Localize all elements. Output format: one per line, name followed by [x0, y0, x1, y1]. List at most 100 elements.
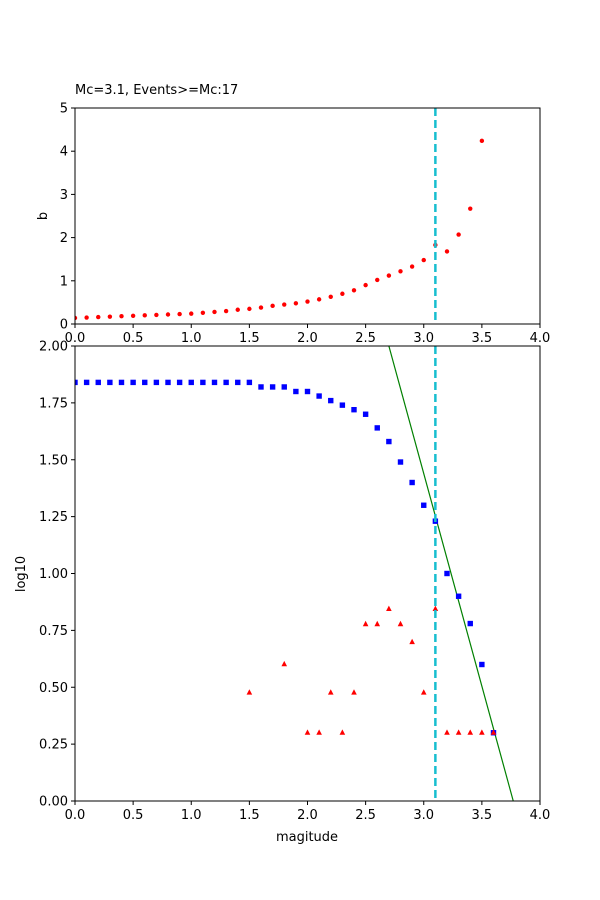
- bottom-plot-area: [75, 346, 514, 801]
- top-point: [351, 288, 357, 293]
- top-x-tick-label: 4.0: [530, 331, 551, 346]
- top-point: [96, 314, 101, 320]
- bottom-plot-axes: 0.0 0.5 1.0 1.5 2.0 2.5 3.0 3.5 4.0 0.00 0.25 0.50 0…: [39, 340, 550, 824]
- bottom-y-tick-label: 2.00: [39, 340, 68, 355]
- bottom-x-tick-label: 2.0: [297, 808, 318, 823]
- bottom-x-tick-label: 1.5: [239, 808, 260, 823]
- top-point: [223, 308, 229, 314]
- bottom-x-tick-label: 3.5: [472, 808, 493, 823]
- top-point: [189, 311, 194, 316]
- bottom-x-tick-label: 0.5: [123, 808, 144, 823]
- bottom-x-tick-label: 3.0: [413, 808, 434, 823]
- bottom-square-point: [258, 384, 264, 390]
- top-x-tick-label: 1.0: [181, 331, 202, 346]
- bottom-triangle-point: [362, 620, 369, 627]
- bottom-square-point: [142, 379, 148, 386]
- bottom-plot-xlabel: magitude: [276, 830, 338, 845]
- bottom-square-point: [200, 379, 206, 386]
- bottom-y-tick-label: 0.50: [39, 681, 68, 696]
- bottom-square-point: [235, 379, 241, 386]
- bottom-square-point: [107, 379, 113, 386]
- top-plot-axes: 0.0 0.5 1.0 1.5 2.0 2.5 3.0 3.5 4.0 0 1 2 3 4 5: [60, 102, 551, 347]
- bottom-x-tick-label: 4.0: [530, 808, 551, 823]
- bottom-square-point: [444, 570, 450, 577]
- top-point: [84, 315, 89, 320]
- bottom-square-point: [421, 502, 427, 508]
- top-point: [293, 301, 299, 306]
- top-plot-title: Mc=3.1, Events>=Mc:17: [75, 83, 238, 98]
- top-plot: Mc=3.1, Events>=Mc:17 b 0.0 0.5 1.0 1.5 2.0 2…: [36, 83, 550, 346]
- bottom-y-tick-label: 0.75: [39, 624, 68, 639]
- bottom-square-point: [397, 459, 404, 465]
- bottom-square-point: [455, 593, 462, 599]
- bottom-square-point: [467, 620, 473, 627]
- bottom-triangle-point: [409, 638, 415, 645]
- top-point: [456, 232, 461, 237]
- bottom-plot: magitude log10 0.0 0.5 1.0 1.5 2.0 2.5 3.0 3.5 4…: [14, 340, 550, 846]
- top-plot-ylabel: b: [36, 212, 51, 220]
- bottom-triangle-point: [351, 689, 357, 695]
- bottom-triangle-point: [304, 729, 311, 735]
- top-point: [154, 312, 159, 318]
- bottom-triangle-point: [420, 689, 427, 695]
- top-point: [409, 264, 415, 269]
- top-y-tick-label: 5: [60, 102, 68, 117]
- top-point: [363, 282, 368, 288]
- bottom-square-point: [281, 384, 287, 390]
- top-point: [247, 306, 252, 312]
- top-point: [130, 313, 136, 318]
- top-y-tick-label: 3: [60, 188, 68, 203]
- bottom-square-point: [293, 388, 299, 395]
- bottom-square-point: [386, 438, 392, 445]
- bottom-x-tick-label: 2.5: [355, 808, 376, 823]
- top-point: [75, 315, 78, 321]
- top-x-tick-label: 2.0: [297, 331, 318, 346]
- bottom-triangle-point: [444, 729, 450, 735]
- bottom-square-point: [269, 384, 276, 390]
- top-point: [421, 257, 426, 263]
- top-point: [142, 313, 147, 318]
- bottom-square-point: [153, 379, 160, 386]
- top-point: [165, 312, 171, 317]
- bottom-square-point: [95, 379, 101, 386]
- bottom-y-tick-label: 1.25: [39, 510, 68, 525]
- bottom-triangle-point: [339, 729, 346, 735]
- bottom-triangle-point: [374, 620, 381, 627]
- top-x-tick-label: 0.5: [123, 331, 144, 346]
- bottom-square-point: [479, 661, 485, 668]
- top-x-tick-label: 3.0: [413, 331, 434, 346]
- bottom-triangle-point: [479, 729, 485, 735]
- bottom-triangle-point: [386, 605, 392, 611]
- bottom-square-point: [328, 397, 334, 404]
- top-plot-area: [75, 108, 485, 324]
- bottom-square-point: [118, 379, 125, 386]
- bottom-square-point: [83, 379, 90, 386]
- bottom-y-tick-label: 0.00: [39, 795, 68, 810]
- bottom-square-point: [246, 379, 253, 386]
- top-y-tick-label: 4: [60, 145, 68, 160]
- top-point: [200, 310, 206, 315]
- bottom-y-tick-label: 0.25: [39, 738, 68, 753]
- bottom-square-point: [339, 402, 346, 408]
- top-point: [386, 273, 392, 278]
- bottom-square-point: [374, 425, 380, 431]
- bottom-triangle-point: [467, 729, 474, 735]
- bottom-triangle-point: [432, 605, 439, 611]
- bottom-square-point: [223, 379, 229, 386]
- bottom-y-tick-label: 1.75: [39, 396, 68, 411]
- bottom-triangle-point: [281, 660, 288, 667]
- top-point: [468, 206, 473, 211]
- bottom-triangle-point: [246, 689, 253, 695]
- top-point: [177, 311, 182, 317]
- bottom-square-point: [211, 379, 218, 386]
- bottom-y-tick-label: 1.50: [39, 453, 68, 468]
- top-point: [119, 314, 124, 319]
- top-y-tick-label: 0: [60, 318, 68, 333]
- top-point: [107, 314, 113, 319]
- bottom-square-point: [409, 479, 415, 486]
- top-y-tick-label: 1: [60, 274, 68, 289]
- top-point: [375, 277, 380, 283]
- top-point: [270, 303, 275, 309]
- bottom-square-point: [362, 411, 369, 417]
